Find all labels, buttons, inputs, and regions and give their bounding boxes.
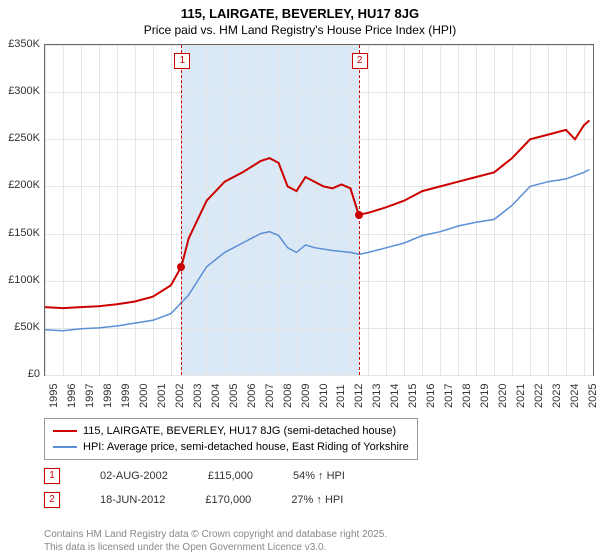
sale-badge-1: 1 bbox=[44, 468, 60, 484]
legend: 115, LAIRGATE, BEVERLEY, HU17 8JG (semi-… bbox=[44, 418, 418, 460]
sale-price-1: £115,000 bbox=[208, 470, 253, 482]
sale-date-2: 18-JUN-2012 bbox=[100, 494, 165, 506]
chart-subtitle: Price paid vs. HM Land Registry's House … bbox=[0, 21, 600, 37]
footer-line2: This data is licensed under the Open Gov… bbox=[44, 541, 387, 554]
plot-area: 12 bbox=[44, 44, 594, 376]
chart-title: 115, LAIRGATE, BEVERLEY, HU17 8JG bbox=[0, 0, 600, 21]
footer: Contains HM Land Registry data © Crown c… bbox=[44, 528, 387, 554]
sale-row-1: 1 02-AUG-2002 £115,000 54% ↑ HPI bbox=[44, 468, 345, 484]
footer-line1: Contains HM Land Registry data © Crown c… bbox=[44, 528, 387, 541]
legend-swatch-price bbox=[53, 430, 77, 432]
line-layer bbox=[45, 45, 593, 375]
legend-item-price: 115, LAIRGATE, BEVERLEY, HU17 8JG (semi-… bbox=[53, 423, 409, 439]
sale-date-1: 02-AUG-2002 bbox=[100, 470, 168, 482]
legend-label-price: 115, LAIRGATE, BEVERLEY, HU17 8JG (semi-… bbox=[83, 423, 396, 439]
sale-price-2: £170,000 bbox=[205, 494, 251, 506]
sale-delta-2: 27% ↑ HPI bbox=[291, 494, 343, 506]
sale-row-2: 2 18-JUN-2012 £170,000 27% ↑ HPI bbox=[44, 492, 343, 508]
legend-label-hpi: HPI: Average price, semi-detached house,… bbox=[83, 439, 409, 455]
legend-item-hpi: HPI: Average price, semi-detached house,… bbox=[53, 439, 409, 455]
legend-swatch-hpi bbox=[53, 446, 77, 448]
chart-container: 115, LAIRGATE, BEVERLEY, HU17 8JG Price … bbox=[0, 0, 600, 560]
sale-badge-2: 2 bbox=[44, 492, 60, 508]
sale-delta-1: 54% ↑ HPI bbox=[293, 470, 345, 482]
